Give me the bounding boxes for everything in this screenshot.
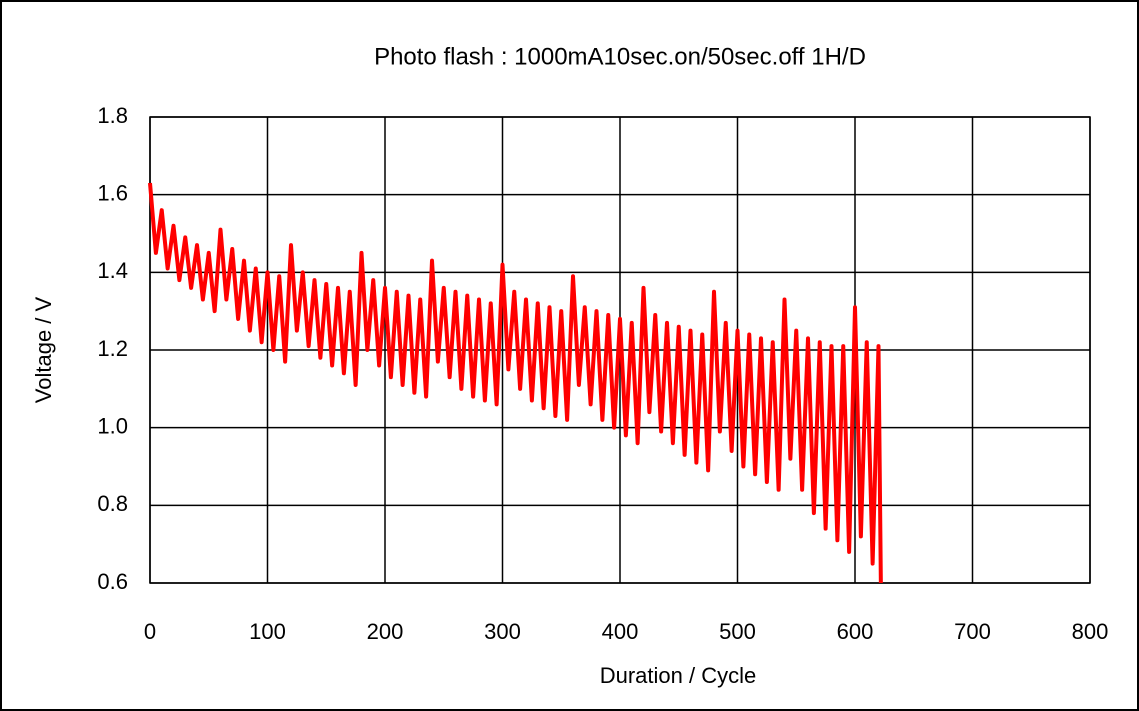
x-tick-label: 800 xyxy=(1072,619,1109,644)
chart-title: Photo flash : 1000mA10sec.on/50sec.off 1… xyxy=(374,43,866,70)
x-tick-label: 300 xyxy=(484,619,521,644)
y-tick-label: 1.4 xyxy=(97,258,128,283)
y-axis-label: Voltage / V xyxy=(31,296,56,403)
x-tick-label: 200 xyxy=(367,619,404,644)
y-tick-label: 1.6 xyxy=(97,180,128,205)
x-tick-label: 400 xyxy=(602,619,639,644)
data-line xyxy=(148,182,883,584)
y-tick-label: 0.6 xyxy=(97,569,128,594)
y-tick-label: 0.8 xyxy=(97,491,128,516)
x-tick-label: 0 xyxy=(144,619,156,644)
y-tick-label: 1.0 xyxy=(97,413,128,438)
y-tick-label: 1.2 xyxy=(97,336,128,361)
y-tick-label: 1.8 xyxy=(97,103,128,128)
x-tick-label: 500 xyxy=(719,619,756,644)
x-tick-label: 700 xyxy=(954,619,991,644)
x-tick-label: 600 xyxy=(837,619,874,644)
x-axis-label: Duration / Cycle xyxy=(600,663,757,688)
x-tick-label: 100 xyxy=(249,619,286,644)
